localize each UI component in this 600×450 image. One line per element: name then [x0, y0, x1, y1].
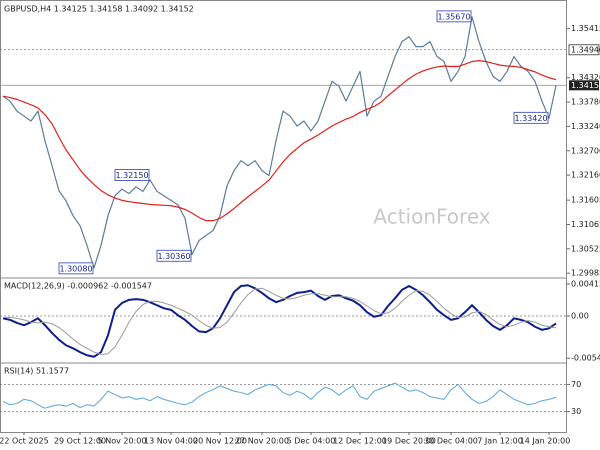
x-tick-label: 7 Jan 12:00	[477, 437, 523, 446]
x-tick-label: 20 Nov 12:00	[193, 437, 247, 446]
y-tick-label: 70	[571, 380, 581, 389]
y-tick-label: 1.30525	[571, 244, 600, 253]
y-tick-label: 1.32700	[571, 146, 600, 155]
annotation-label: 1.32150	[115, 171, 148, 180]
annotation-label: 1.30360	[157, 252, 190, 261]
annotation-box	[58, 262, 94, 275]
annotation-box	[156, 249, 192, 262]
x-tick-label: 30 Dec 04:00	[424, 437, 478, 446]
x-tick-label: 13 Nov 04:00	[144, 437, 198, 446]
x-tick-label: 5 Nov 20:00	[98, 437, 147, 446]
annotation-box	[114, 169, 150, 181]
panel-title: MACD(12,26,9) -0.000962 -0.001547	[4, 282, 152, 291]
level-tag	[568, 44, 600, 56]
x-tick-label: 5 Dec 04:00	[287, 437, 336, 446]
last-price-tag	[569, 80, 599, 91]
series-line	[3, 287, 557, 355]
y-tick-label: 0.004159	[571, 280, 600, 289]
series-line	[2, 16, 557, 269]
x-tick-label: 27 Nov 20:00	[235, 437, 289, 446]
annotation-label: 1.30080	[59, 264, 92, 273]
watermark: ActionForex	[373, 205, 490, 229]
x-tick-label: 29 Oct 12:00	[54, 437, 106, 446]
y-tick-label: 30	[571, 407, 581, 416]
y-tick-label: 1.34320	[571, 73, 600, 82]
x-tick-label: 22 Oct 2025	[0, 437, 49, 446]
frame	[0, 0, 567, 433]
series-line	[2, 284, 557, 358]
panel-title: RSI(14) 51.1577	[4, 367, 69, 376]
series-line	[2, 382, 557, 409]
y-tick-label: 1.31605	[571, 196, 600, 205]
y-tick-label: -0.005485	[571, 354, 600, 363]
y-tick-label: 1.31065	[571, 220, 600, 229]
y-tick-label: 1.33780	[571, 98, 600, 107]
annotation-label: 1.33420	[514, 114, 547, 123]
y-tick-label: 0.00	[571, 312, 589, 321]
x-tick-label: 19 Dec 20:00	[382, 437, 436, 446]
annotation-label: 1.35670	[437, 12, 470, 21]
y-tick-label: 1.29985	[571, 269, 600, 278]
y-tick-label: 1.35415	[571, 24, 600, 33]
last-price-label: 1.34152	[571, 81, 600, 90]
y-tick-label: 1.33240	[571, 122, 600, 131]
annotation-box	[513, 111, 549, 124]
series-line	[2, 60, 557, 222]
x-tick-label: 14 Jan 20:00	[520, 437, 571, 446]
panel-title: GBPUSD,H4 1.34125 1.34158 1.34092 1.3415…	[4, 5, 194, 14]
level-tag-label: 1.34940	[571, 45, 600, 54]
x-tick-label: 12 Dec 12:00	[333, 437, 387, 446]
annotation-box	[436, 10, 472, 23]
y-tick-label: 1.32160	[571, 171, 600, 180]
